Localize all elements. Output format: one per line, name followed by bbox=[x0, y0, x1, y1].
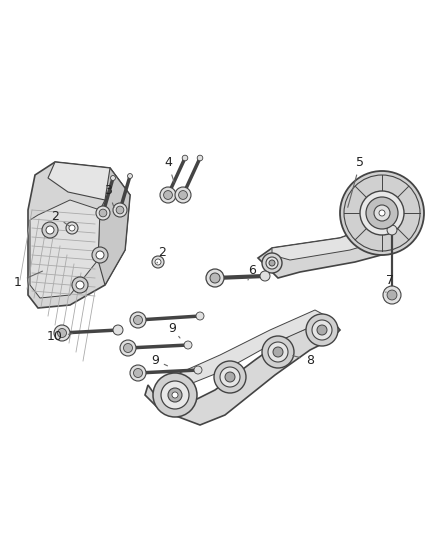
Circle shape bbox=[360, 191, 404, 235]
Circle shape bbox=[54, 325, 70, 341]
Circle shape bbox=[130, 365, 146, 381]
Text: 10: 10 bbox=[47, 330, 72, 343]
Circle shape bbox=[76, 281, 84, 289]
Circle shape bbox=[206, 269, 224, 287]
Circle shape bbox=[184, 341, 192, 349]
Circle shape bbox=[260, 271, 270, 281]
Circle shape bbox=[72, 277, 88, 293]
Circle shape bbox=[306, 314, 338, 346]
Circle shape bbox=[46, 226, 54, 234]
Circle shape bbox=[164, 191, 173, 199]
Circle shape bbox=[42, 222, 58, 238]
Circle shape bbox=[197, 155, 203, 161]
Circle shape bbox=[262, 336, 294, 368]
Circle shape bbox=[182, 155, 188, 161]
Circle shape bbox=[366, 197, 398, 229]
Polygon shape bbox=[28, 162, 130, 308]
Circle shape bbox=[127, 174, 132, 179]
Circle shape bbox=[92, 247, 108, 263]
Circle shape bbox=[194, 366, 202, 374]
Circle shape bbox=[161, 381, 189, 409]
Circle shape bbox=[57, 328, 67, 337]
Polygon shape bbox=[145, 318, 340, 425]
Circle shape bbox=[317, 325, 327, 335]
Polygon shape bbox=[30, 200, 100, 298]
Circle shape bbox=[113, 325, 123, 335]
Text: 4: 4 bbox=[164, 157, 174, 182]
Circle shape bbox=[134, 316, 142, 325]
Circle shape bbox=[153, 373, 197, 417]
Circle shape bbox=[120, 340, 136, 356]
Circle shape bbox=[168, 388, 182, 402]
Circle shape bbox=[220, 367, 240, 387]
Text: 3: 3 bbox=[104, 184, 114, 207]
Text: 8: 8 bbox=[293, 353, 314, 367]
Circle shape bbox=[262, 253, 282, 273]
Circle shape bbox=[99, 209, 107, 217]
Circle shape bbox=[196, 312, 204, 320]
Text: 6: 6 bbox=[248, 263, 256, 280]
Circle shape bbox=[116, 206, 124, 214]
Circle shape bbox=[155, 259, 161, 265]
Circle shape bbox=[210, 273, 220, 283]
Circle shape bbox=[387, 290, 397, 300]
Circle shape bbox=[266, 257, 278, 269]
Text: 9: 9 bbox=[151, 353, 167, 367]
Circle shape bbox=[179, 191, 187, 199]
Circle shape bbox=[374, 205, 390, 221]
Polygon shape bbox=[258, 220, 408, 278]
Text: 9: 9 bbox=[168, 321, 180, 338]
Circle shape bbox=[134, 368, 142, 377]
Circle shape bbox=[175, 187, 191, 203]
Circle shape bbox=[172, 392, 178, 398]
Circle shape bbox=[387, 225, 397, 235]
Text: 2: 2 bbox=[51, 209, 70, 227]
Circle shape bbox=[96, 251, 104, 259]
Circle shape bbox=[273, 347, 283, 357]
Circle shape bbox=[124, 343, 133, 352]
Text: 5: 5 bbox=[348, 157, 364, 207]
Circle shape bbox=[113, 203, 127, 217]
Polygon shape bbox=[272, 220, 408, 260]
Circle shape bbox=[312, 320, 332, 340]
Polygon shape bbox=[98, 168, 130, 285]
Circle shape bbox=[69, 225, 75, 231]
Circle shape bbox=[379, 210, 385, 216]
Circle shape bbox=[96, 206, 110, 220]
Polygon shape bbox=[175, 310, 330, 388]
Circle shape bbox=[383, 286, 401, 304]
Circle shape bbox=[214, 361, 246, 393]
Circle shape bbox=[268, 342, 288, 362]
Polygon shape bbox=[48, 162, 130, 200]
Text: 1: 1 bbox=[14, 271, 42, 288]
Circle shape bbox=[130, 312, 146, 328]
Circle shape bbox=[152, 256, 164, 268]
Circle shape bbox=[269, 260, 275, 266]
Text: 7: 7 bbox=[386, 273, 394, 293]
Circle shape bbox=[225, 372, 235, 382]
Circle shape bbox=[110, 175, 116, 181]
Circle shape bbox=[66, 222, 78, 234]
Circle shape bbox=[160, 187, 176, 203]
Text: 2: 2 bbox=[157, 246, 166, 263]
Circle shape bbox=[340, 171, 424, 255]
